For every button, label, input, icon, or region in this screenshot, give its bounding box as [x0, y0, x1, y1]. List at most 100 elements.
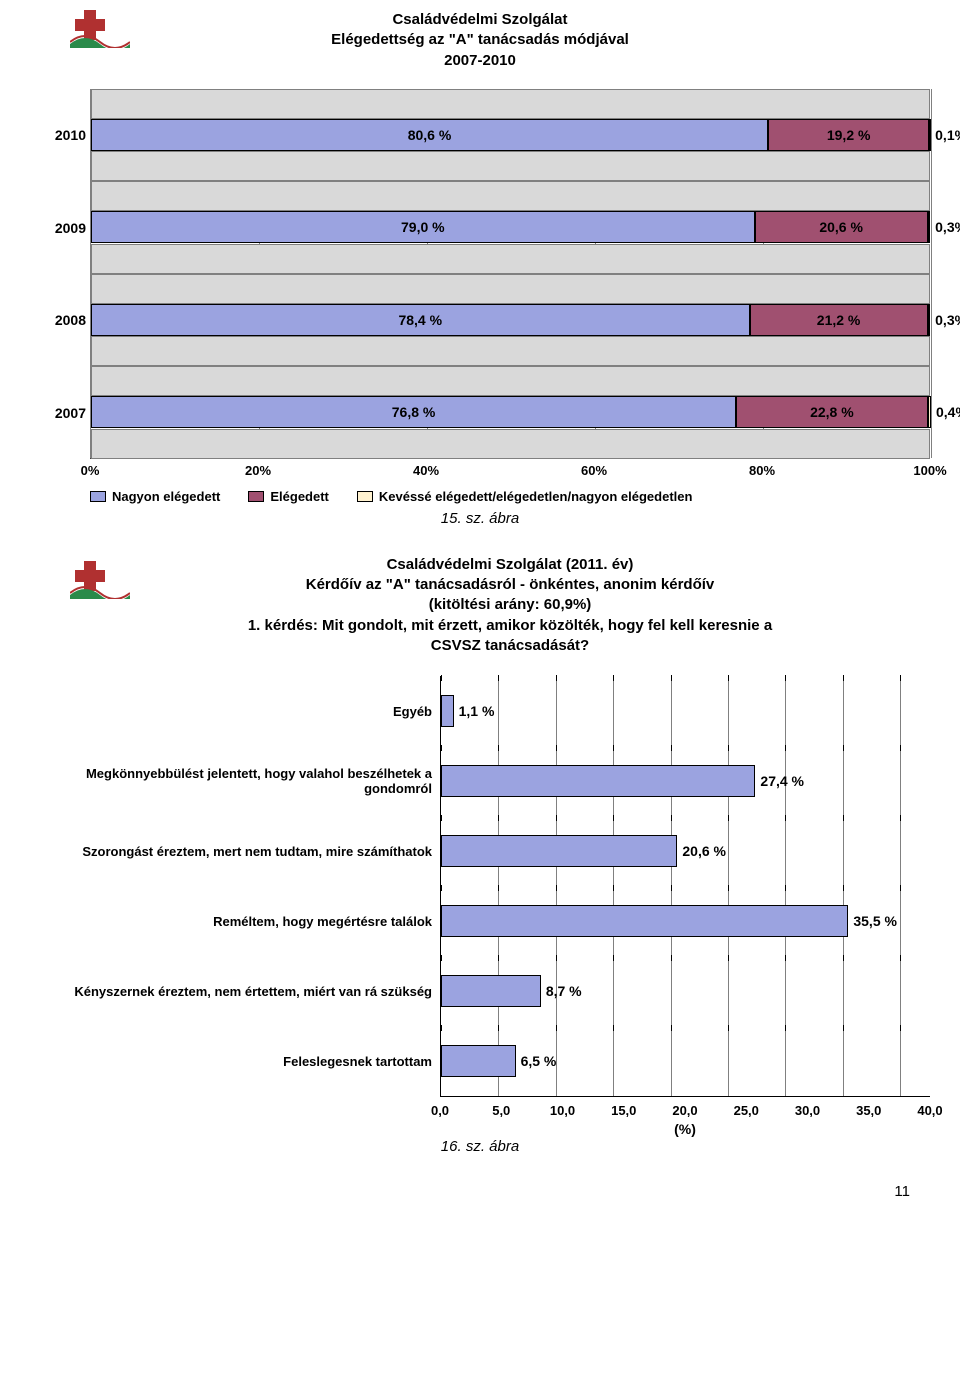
chart1-row: 201080,6 %19,2 %0,1% — [91, 89, 930, 182]
chart2-title-line: CSVSZ tanácsadását? — [150, 636, 870, 656]
chart1-section: Családvédelmi Szolgálat Elégedettség az … — [30, 10, 930, 527]
chart2-gridline — [843, 816, 844, 886]
chart2-caption: 16. sz. ábra — [30, 1138, 930, 1155]
chart1-title-line: Elégedettség az "A" tanácsadás módjával — [30, 30, 930, 50]
chart1-x-tick: 0% — [81, 463, 100, 478]
chart1-bar-segment: 80,6 % — [91, 119, 768, 151]
chart1-bar-segment: 0,3% — [928, 211, 931, 243]
chart1-row: 200776,8 %22,8 %0,4% — [91, 366, 930, 459]
chart1-x-tick: 20% — [245, 463, 271, 478]
chart1-bar-value-label: 0,3% — [935, 312, 960, 328]
chart2-gridline — [843, 746, 844, 816]
logo-icon — [70, 561, 130, 599]
chart1-y-label: 2009 — [36, 220, 86, 236]
chart2-bar: 6,5 % — [441, 1045, 516, 1077]
chart2-gridline — [785, 956, 786, 1026]
chart2-gridline — [785, 1026, 786, 1096]
chart2-gridline — [498, 676, 499, 746]
chart2-title-line: 1. kérdés: Mit gondolt, mit érzett, amik… — [150, 616, 870, 636]
page-number: 11 — [30, 1183, 910, 1200]
chart2-x-tick: 25,0 — [734, 1103, 759, 1118]
chart1-bar-value-label: 76,8 % — [392, 404, 436, 420]
chart1-bar-value-label: 21,2 % — [817, 312, 861, 328]
chart2-bar: 1,1 % — [441, 695, 454, 727]
chart2-category-label: Megkönnyebbülést jelentett, hogy valahol… — [30, 766, 440, 796]
chart2-gridline — [843, 956, 844, 1026]
legend-label: Elégedett — [270, 489, 329, 504]
chart1-title: Családvédelmi Szolgálat Elégedettség az … — [30, 10, 930, 71]
legend-swatch-icon — [90, 491, 106, 502]
chart1-title-line: Családvédelmi Szolgálat — [30, 10, 930, 30]
chart2-row: Feleslegesnek tartottam6,5 % — [30, 1026, 900, 1096]
chart1-x-tick: 40% — [413, 463, 439, 478]
chart2-gridline — [728, 956, 729, 1026]
chart2-bar-value-label: 6,5 % — [521, 1053, 557, 1069]
chart2-row: Reméltem, hogy megértésre találok35,5 % — [30, 886, 900, 956]
chart2-row: Megkönnyebbülést jelentett, hogy valahol… — [30, 746, 900, 816]
chart2-gridline — [900, 956, 901, 1026]
chart1-x-axis: 0%20%40%60%80%100% — [90, 459, 930, 481]
chart1-bar-value-label: 79,0 % — [401, 219, 445, 235]
chart2-x-tick: 15,0 — [611, 1103, 636, 1118]
chart1-legend-item: Nagyon elégedett — [90, 489, 220, 504]
legend-swatch-icon — [248, 491, 264, 502]
chart2-gridline — [613, 1026, 614, 1096]
chart2-gridline — [900, 746, 901, 816]
chart1-x-tick: 100% — [913, 463, 946, 478]
chart1-bar-segment: 21,2 % — [750, 304, 928, 336]
chart1-bar-segment: 76,8 % — [91, 396, 736, 428]
chart2-gridline — [785, 816, 786, 886]
chart2-x-axis: 0,05,010,015,020,025,030,035,040,0(%) — [440, 1096, 930, 1136]
chart1-title-line: 2007-2010 — [30, 51, 930, 71]
chart1-bar-value-label: 80,6 % — [408, 127, 452, 143]
chart1-bar-segment: 0,4% — [928, 396, 931, 428]
chart2-title: Családvédelmi Szolgálat (2011. év) Kérdő… — [150, 555, 870, 656]
chart1-row: 200979,0 %20,6 %0,3% — [91, 181, 930, 274]
chart2-gridline — [843, 676, 844, 746]
chart1-plot: 201080,6 %19,2 %0,1%200979,0 %20,6 %0,3%… — [90, 89, 930, 459]
chart1-bar-segment: 20,6 % — [755, 211, 928, 243]
chart2-gridline — [556, 676, 557, 746]
chart1-bar-value-label: 19,2 % — [827, 127, 871, 143]
chart1-bar-segment: 0,3% — [928, 304, 931, 336]
chart2-gridline — [900, 676, 901, 746]
chart1-bar-segment: 19,2 % — [768, 119, 929, 151]
legend-swatch-icon — [357, 491, 373, 502]
chart2-bar: 8,7 % — [441, 975, 541, 1007]
chart1-bar-segment: 22,8 % — [736, 396, 928, 428]
chart2-gridline — [785, 676, 786, 746]
chart2-x-tick: 10,0 — [550, 1103, 575, 1118]
chart2-x-tick: 5,0 — [492, 1103, 510, 1118]
chart1-bar-segment: 78,4 % — [91, 304, 750, 336]
chart2-bar: 27,4 % — [441, 765, 755, 797]
chart2-bar-value-label: 8,7 % — [546, 983, 582, 999]
chart2-category-label: Szorongást éreztem, mert nem tudtam, mir… — [30, 844, 440, 859]
chart2-row: Egyéb1,1 % — [30, 676, 900, 746]
chart2-x-tick: 30,0 — [795, 1103, 820, 1118]
chart2-bar-value-label: 27,4 % — [760, 773, 804, 789]
chart1-bar-value-label: 78,4 % — [398, 312, 442, 328]
legend-label: Kevéssé elégedett/elégedetlen/nagyon elé… — [379, 489, 693, 504]
chart2-category-label: Feleslegesnek tartottam — [30, 1054, 440, 1069]
chart1-caption: 15. sz. ábra — [30, 510, 930, 527]
chart1-y-label: 2010 — [36, 127, 86, 143]
chart2-area: Egyéb1,1 % Megkönnyebbülést jelentett, ho… — [30, 676, 900, 1096]
chart1-bar-value-label: 0,4% — [936, 404, 960, 420]
chart1-bar-value-label: 0,3% — [935, 219, 960, 235]
chart1-legend-item: Kevéssé elégedett/elégedetlen/nagyon elé… — [357, 489, 693, 504]
chart1-frame: 201080,6 %19,2 %0,1%200979,0 %20,6 %0,3%… — [90, 89, 930, 504]
chart2-gridline — [671, 676, 672, 746]
chart2-row: Kényszernek éreztem, nem értettem, miért… — [30, 956, 900, 1026]
chart1-row: 200878,4 %21,2 %0,3% — [91, 274, 930, 367]
chart2-gridline — [613, 956, 614, 1026]
chart2-title-line: (kitöltési arány: 60,9%) — [150, 595, 870, 615]
chart1-x-tick: 60% — [581, 463, 607, 478]
chart2-bar: 35,5 % — [441, 905, 848, 937]
chart2-row: Szorongást éreztem, mert nem tudtam, mir… — [30, 816, 900, 886]
chart2-title-line: Kérdőív az "A" tanácsadásról - önkéntes,… — [150, 575, 870, 595]
legend-label: Nagyon elégedett — [112, 489, 220, 504]
chart1-y-label: 2007 — [36, 405, 86, 421]
chart2-category-label: Egyéb — [30, 704, 440, 719]
chart2-gridline — [843, 1026, 844, 1096]
chart1-bar-segment: 0,1% — [929, 119, 931, 151]
